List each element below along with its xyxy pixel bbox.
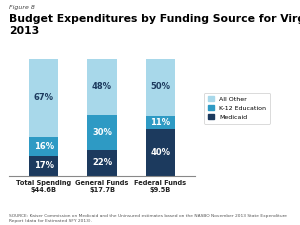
Bar (146, 129, 175, 176)
Text: SOURCE: Kaiser Commission on Medicaid and the Uninsured estimates based on the N: SOURCE: Kaiser Commission on Medicaid an… (9, 214, 287, 223)
Bar (146, 116, 175, 129)
Text: 16%: 16% (34, 142, 54, 151)
Bar (29, 137, 58, 156)
Text: 67%: 67% (34, 93, 54, 102)
Bar (88, 150, 116, 176)
Text: 30%: 30% (92, 128, 112, 137)
Bar (29, 156, 58, 176)
Text: 22%: 22% (92, 158, 112, 167)
Text: 48%: 48% (92, 82, 112, 91)
Text: 11%: 11% (150, 118, 170, 127)
Legend: All Other, K-12 Education, Medicaid: All Other, K-12 Education, Medicaid (204, 92, 270, 124)
Bar (29, 58, 58, 137)
Bar (146, 57, 175, 116)
Bar (88, 58, 116, 115)
Text: 17%: 17% (34, 161, 54, 170)
Text: Budget Expenditures by Funding Source for Virginia, SFY
2013: Budget Expenditures by Funding Source fo… (9, 14, 300, 36)
Text: Figure 8: Figure 8 (9, 4, 35, 9)
Text: 40%: 40% (150, 148, 170, 157)
Bar (88, 115, 116, 150)
Text: 50%: 50% (150, 82, 170, 91)
